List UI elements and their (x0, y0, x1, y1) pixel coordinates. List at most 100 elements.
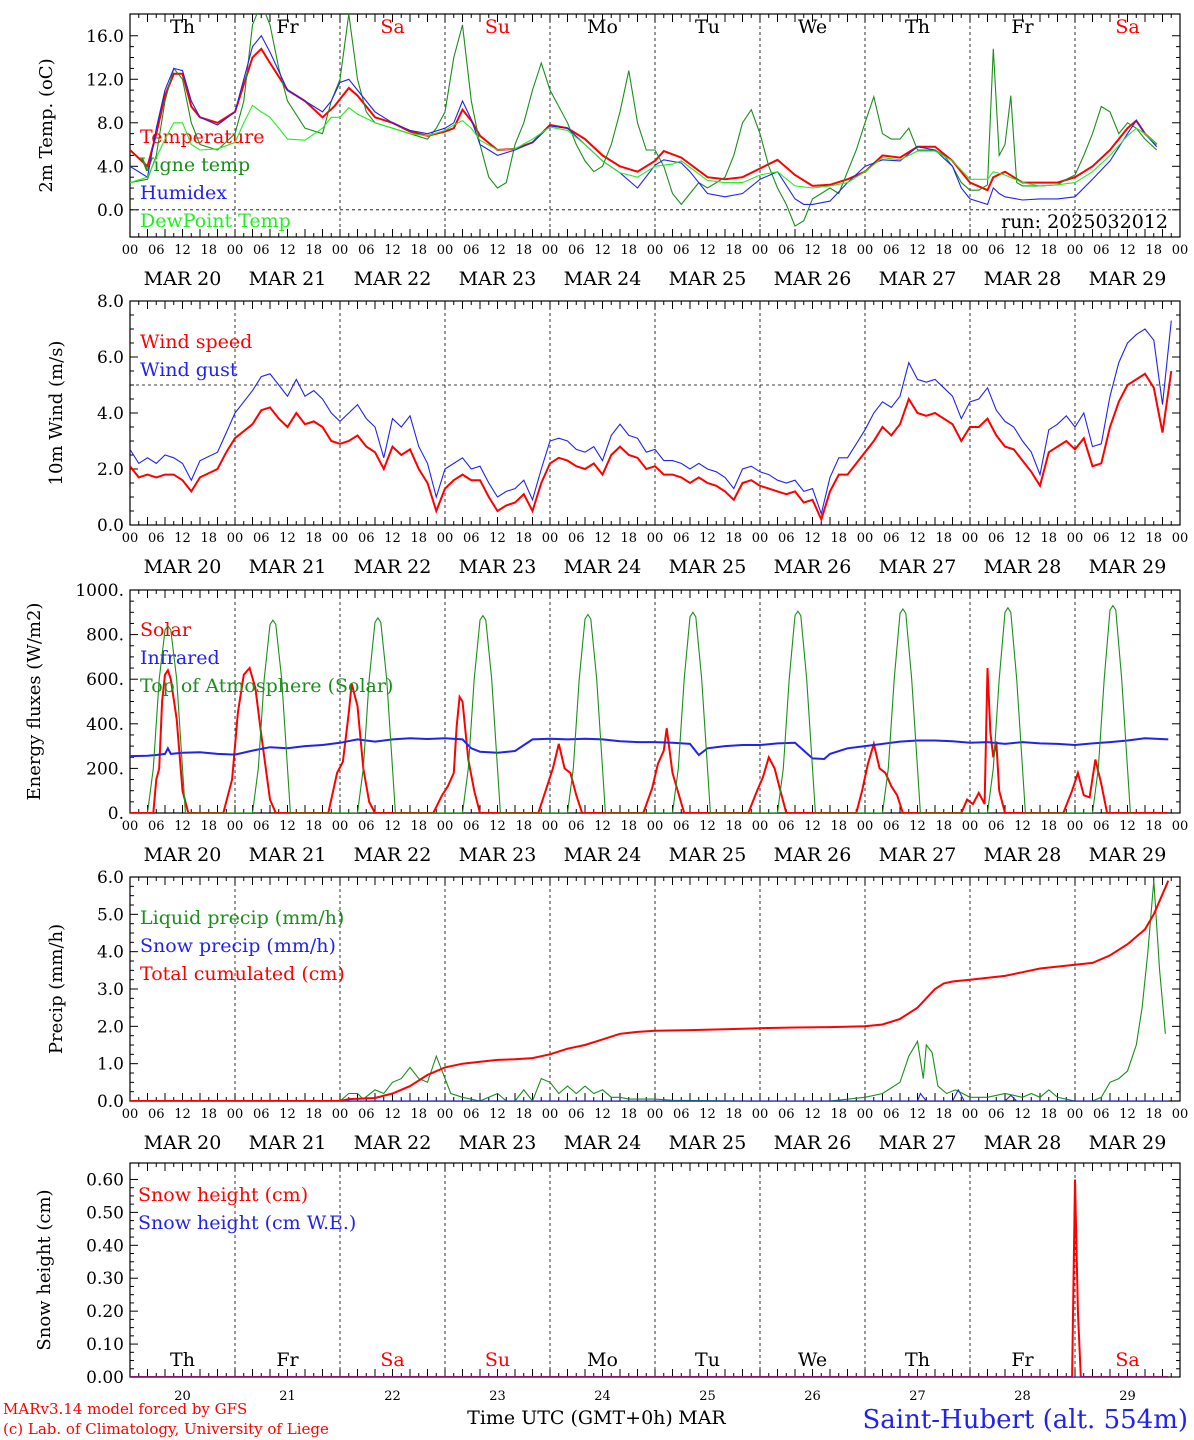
hour-label: 00 (227, 243, 244, 258)
hour-label: 06 (673, 531, 690, 546)
y-tick-label: 400. (86, 715, 124, 735)
date-label: MAR 26 (774, 556, 852, 578)
hour-label: 18 (935, 243, 952, 258)
y-tick-label: 800. (86, 626, 124, 646)
hour-label: 18 (1040, 1107, 1057, 1122)
hour-label: 06 (988, 819, 1005, 834)
series-line-top-of-atmosphere-solar- (146, 604, 1131, 813)
y-tick-label: 0.0 (97, 1092, 124, 1112)
hour-label: 06 (568, 819, 585, 834)
date-label: MAR 21 (249, 268, 327, 290)
date-label: MAR 28 (984, 1132, 1062, 1154)
y-tick-label: 0.20 (86, 1302, 124, 1322)
hour-label: 12 (489, 531, 506, 546)
date-label: MAR 25 (669, 844, 747, 866)
hour-label: 12 (909, 243, 926, 258)
hour-label: 00 (752, 243, 769, 258)
hour-label: 06 (988, 243, 1005, 258)
x-axis-month: MAR (678, 1407, 726, 1429)
date-label: MAR 29 (1089, 556, 1167, 578)
legend-entry: Top of Atmosphere (Solar) (140, 675, 393, 697)
hour-label: 12 (804, 243, 821, 258)
day-number-label: 29 (1119, 1389, 1136, 1404)
y-tick-label: 200. (86, 759, 124, 779)
day-of-week-label: Su (485, 1349, 510, 1371)
date-label: MAR 26 (774, 844, 852, 866)
date-label: MAR 20 (144, 268, 222, 290)
series-line-wind-gust (130, 320, 1172, 516)
hour-label: 00 (962, 531, 979, 546)
y-axis-label: Precip (mm/h) (46, 924, 67, 1054)
hour-label: 06 (148, 531, 165, 546)
hour-label: 06 (883, 1107, 900, 1122)
date-label: MAR 22 (354, 556, 432, 578)
hour-label: 18 (1040, 819, 1057, 834)
legend-entry: Snow height (cm W.E.) (138, 1212, 356, 1234)
hour-label: 00 (752, 1107, 769, 1122)
hour-label: 06 (568, 243, 585, 258)
hour-label: 00 (1067, 1107, 1084, 1122)
hour-label: 06 (883, 531, 900, 546)
hour-label: 00 (122, 1107, 139, 1122)
hour-label: 00 (1067, 819, 1084, 834)
hour-label: 00 (437, 531, 454, 546)
y-tick-label: 0.30 (86, 1269, 124, 1289)
hour-label: 18 (410, 531, 427, 546)
hour-label: 00 (227, 819, 244, 834)
day-number-label: 24 (594, 1389, 611, 1404)
hour-label: 18 (305, 1107, 322, 1122)
hour-label: 18 (200, 531, 217, 546)
hour-label: 06 (148, 243, 165, 258)
day-of-week-label: Tu (695, 16, 720, 38)
hour-label: 18 (935, 1107, 952, 1122)
day-of-week-label: We (798, 1349, 827, 1371)
hour-label: 12 (699, 243, 716, 258)
hour-label: 12 (174, 819, 191, 834)
y-tick-label: 0.40 (86, 1236, 124, 1256)
date-label: MAR 28 (984, 556, 1062, 578)
hour-label: 06 (253, 531, 270, 546)
day-of-week-label: We (798, 16, 827, 38)
hour-label: 12 (1119, 1107, 1136, 1122)
hour-label: 00 (332, 531, 349, 546)
y-tick-label: 5.0 (97, 905, 124, 925)
hour-label: 00 (1172, 243, 1189, 258)
panel-4: 0.00 0.10 0.20 0.30 0.40 0.50 0.60 Th Fr Sa Su Mo Tu… (34, 1162, 1181, 1388)
hour-label: 18 (410, 243, 427, 258)
date-label: MAR 21 (249, 1132, 327, 1154)
hour-label: 18 (515, 243, 532, 258)
hour-label: 00 (542, 1107, 559, 1122)
hour-label: 06 (673, 1107, 690, 1122)
hour-label: 12 (384, 819, 401, 834)
hour-label: 12 (1119, 243, 1136, 258)
panel-1: 0.0 2.0 4.0 6.0 8.0 00 06 12 18 MAR 20 00 06 12 18 MAR… (46, 292, 1188, 578)
date-label: MAR 23 (459, 268, 537, 290)
hour-label: 00 (437, 819, 454, 834)
day-number-label: 27 (909, 1389, 926, 1404)
hour-label: 00 (1067, 531, 1084, 546)
y-tick-label: 1000. (75, 581, 124, 601)
date-label: MAR 27 (879, 1132, 957, 1154)
hour-label: 06 (883, 819, 900, 834)
hour-label: 00 (752, 819, 769, 834)
hour-label: 18 (515, 819, 532, 834)
hour-label: 00 (962, 243, 979, 258)
hour-label: 12 (699, 1107, 716, 1122)
hour-label: 06 (778, 1107, 795, 1122)
hour-label: 18 (725, 819, 742, 834)
day-of-week-label: Fr (276, 1349, 299, 1371)
date-label: MAR 27 (879, 268, 957, 290)
hour-label: 00 (122, 243, 139, 258)
day-number-label: 23 (489, 1389, 506, 1404)
hour-label: 00 (1067, 243, 1084, 258)
day-of-week-label: Fr (1011, 1349, 1034, 1371)
day-number-label: 20 (174, 1389, 191, 1404)
hour-label: 12 (1014, 531, 1031, 546)
day-of-week-label: Mo (587, 16, 618, 38)
y-tick-label: 0.0 (97, 201, 124, 221)
legend-entry: Solar (140, 619, 192, 641)
y-axis-label: 10m Wind (m/s) (46, 341, 67, 486)
hour-label: 00 (647, 531, 664, 546)
hour-label: 18 (200, 819, 217, 834)
